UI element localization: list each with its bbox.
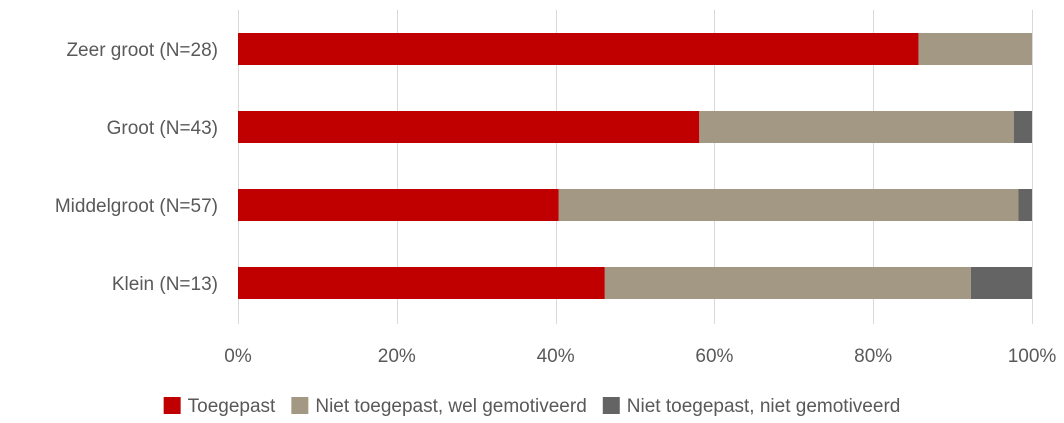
bar-segment-3-2 [970, 267, 1032, 299]
legend-label-1: Niet toegepast, wel gemotiveerd [315, 396, 586, 417]
x-tick-label-2: 40% [537, 346, 575, 367]
category-labels: Zeer groot (N=28) Groot (N=43) Middelgroot… [55, 40, 218, 295]
x-tick-label-3: 60% [695, 346, 733, 367]
legend-item-1: Niet toegepast, wel gemotiveerd [291, 396, 587, 417]
bar-segment-2-1 [558, 189, 1019, 221]
bar-segment-2-2 [1018, 189, 1032, 221]
legend-item-0: Toegepast [163, 396, 276, 417]
bars [238, 33, 1032, 299]
x-axis-tick-labels: 0% 20% 40% 60% 80% 100% [224, 346, 1056, 367]
bar-segment-1-2 [1013, 111, 1032, 143]
x-tick-label-1: 20% [378, 346, 416, 367]
legend-item-2: Niet toegepast, niet gemotiveerd [602, 396, 901, 417]
bar-segment-1-1 [699, 111, 1014, 143]
category-label-3: Klein (N=13) [112, 274, 218, 295]
bar-segment-0-0 [238, 33, 919, 65]
bar-segment-3-0 [238, 267, 605, 299]
legend-label-0: Toegepast [188, 396, 276, 417]
bar-segment-1-0 [238, 111, 700, 143]
x-tick-label-4: 80% [854, 346, 892, 367]
category-label-1: Groot (N=43) [107, 118, 218, 139]
category-label-0: Zeer groot (N=28) [66, 40, 218, 61]
legend-swatch-2 [602, 397, 620, 414]
legend: Toegepast Niet toegepast, wel gemotiveerd… [163, 396, 901, 417]
bar-segment-0-1 [918, 33, 1032, 65]
legend-swatch-0 [163, 397, 181, 414]
x-tick-label-0: 0% [224, 346, 252, 367]
x-tick-label-5: 100% [1008, 346, 1057, 367]
category-label-2: Middelgroot (N=57) [55, 196, 218, 217]
bar-segment-2-0 [238, 189, 559, 221]
legend-label-2: Niet toegepast, niet gemotiveerd [627, 396, 901, 417]
legend-swatch-1 [291, 397, 309, 414]
bar-segment-3-1 [604, 267, 971, 299]
